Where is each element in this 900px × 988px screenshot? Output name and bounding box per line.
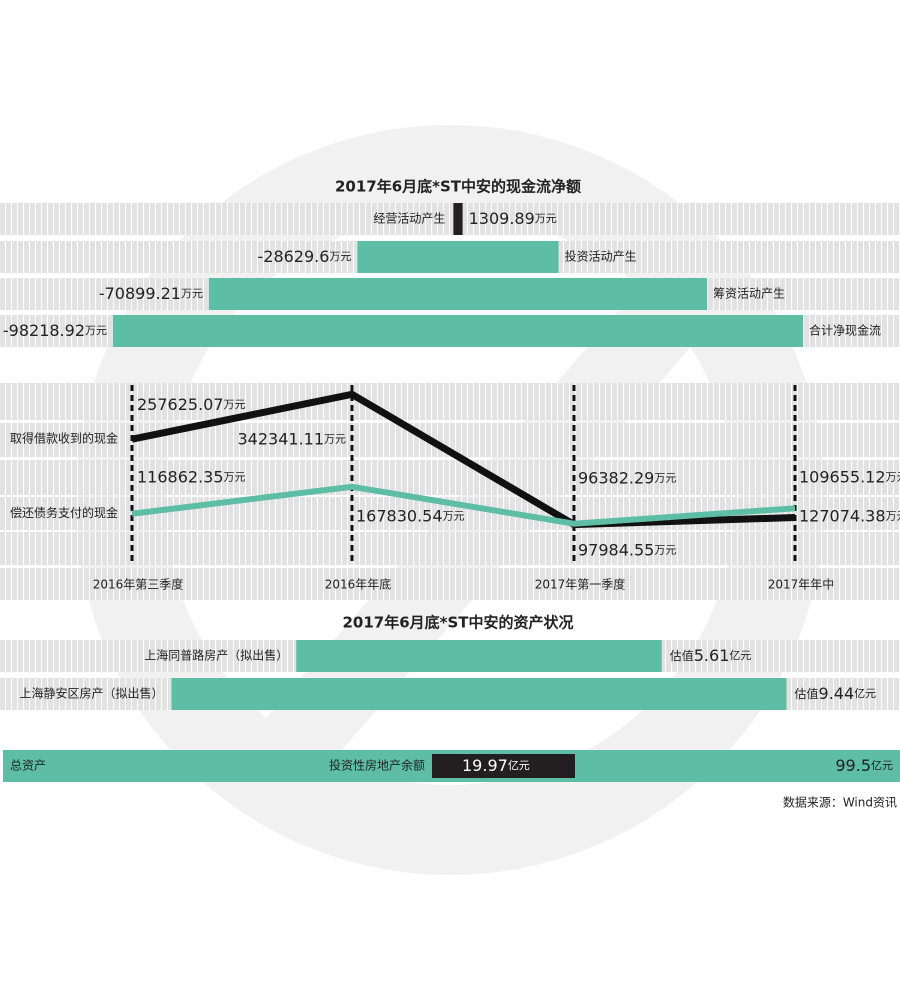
series-label: 偿还债务支付的现金 <box>10 505 118 520</box>
total-value-part: 99.5 <box>835 756 871 775</box>
value-label-part: 万元 <box>85 324 107 337</box>
value-label-part: 127074.38 <box>799 506 886 525</box>
value-label-part: 万元 <box>324 432 346 445</box>
value-label: -98218.92万元 <box>3 321 107 340</box>
value-label-part: 万元 <box>329 250 351 263</box>
value-label-part: 万元 <box>654 544 676 557</box>
part-label: 投资性房地产余额 <box>329 758 425 773</box>
line <box>131 483 796 527</box>
value-label-part: 万元 <box>181 287 203 300</box>
value-label: 97984.55万元 <box>578 540 676 559</box>
value-label-part: 1309.89 <box>469 209 535 228</box>
value-label-part: 257625.07 <box>137 395 224 414</box>
value-label-part: 万元 <box>224 398 246 411</box>
row-background <box>0 460 900 495</box>
chart-title: 2017年6月底*ST中安的现金流净额 <box>335 178 581 196</box>
value-label-part: 亿元 <box>854 687 876 700</box>
category-label: 上海静安区房产（拟出售） <box>19 686 163 701</box>
category-label: 筹资活动产生 <box>713 287 785 301</box>
value-label-part: 万元 <box>886 509 900 522</box>
value-label-part: 167830.54 <box>356 506 443 525</box>
value-label: 109655.12万元 <box>799 467 900 486</box>
bar <box>208 278 708 310</box>
value-label: 估值9.44亿元 <box>795 684 877 703</box>
value-label-part: 亿元 <box>729 649 751 662</box>
value-label-part: 109655.12 <box>799 467 886 486</box>
value-label: 342341.11万元 <box>237 429 346 448</box>
x-tick-label: 2017年第一季度 <box>535 577 626 592</box>
category-label: 上海同普路房产（拟出售） <box>144 648 288 663</box>
bar <box>357 241 559 273</box>
x-tick-label: 2016年第三季度 <box>93 577 184 592</box>
value-label-part: 342341.11 <box>237 429 324 448</box>
value-label-part: 5.61 <box>694 646 730 665</box>
row-background <box>0 532 900 565</box>
x-tick-label: 2016年年底 <box>325 577 392 592</box>
total-value: 99.5亿元 <box>835 756 893 775</box>
value-label-part: 万元 <box>443 510 465 523</box>
bar <box>296 640 662 672</box>
value-label: -28629.6万元 <box>257 247 351 266</box>
value-label: 116862.35万元 <box>137 467 246 486</box>
part-box <box>432 754 575 778</box>
row-background <box>0 383 900 420</box>
part-value: 19.97亿元 <box>462 756 530 775</box>
value-label-part: 9.44 <box>819 684 855 703</box>
value-label-part: 万元 <box>535 212 557 225</box>
value-label: 167830.54万元 <box>356 506 465 525</box>
series-label: 取得借款收到的现金 <box>10 431 118 446</box>
row-background <box>0 203 900 235</box>
value-label-part: -28629.6 <box>257 247 329 266</box>
x-tick-label: 2017年年中 <box>768 577 835 592</box>
source: 数据来源：Wind资讯 <box>783 795 897 810</box>
value-label: -70899.21万元 <box>99 284 203 303</box>
value-label-part: -98218.92 <box>3 321 85 340</box>
category-label: 投资活动产生 <box>565 249 637 264</box>
bar <box>453 203 463 235</box>
value-label: 257625.07万元 <box>137 395 246 414</box>
chart-title: 2017年6月底*ST中安的资产状况 <box>342 614 573 632</box>
value-label-part: 估值 <box>795 686 819 701</box>
total-label: 总资产 <box>10 759 46 773</box>
value-label: 1309.89万元 <box>469 209 557 228</box>
line <box>131 390 796 529</box>
row-background <box>0 568 900 600</box>
bar <box>113 315 803 347</box>
value-label-part: 116862.35 <box>137 467 224 486</box>
category-label: 经营活动产生 <box>373 212 445 226</box>
total-value-part: 亿元 <box>871 759 893 772</box>
part-value-part: 19.97 <box>462 756 508 775</box>
value-label-part: 万元 <box>654 472 676 485</box>
value-label-part: 万元 <box>224 471 246 484</box>
category-label: 合计净现金流 <box>809 323 881 338</box>
value-label: 估值5.61亿元 <box>670 646 752 665</box>
value-label-part: 估值 <box>670 648 694 663</box>
value-label-part: -70899.21 <box>99 284 181 303</box>
bar <box>171 678 787 710</box>
value-label: 127074.38万元 <box>799 506 900 525</box>
value-label-part: 97984.55 <box>578 540 654 559</box>
value-label-part: 96382.29 <box>578 468 654 487</box>
part-value-part: 亿元 <box>508 759 530 772</box>
value-label: 96382.29万元 <box>578 468 676 487</box>
value-label-part: 万元 <box>886 471 900 484</box>
